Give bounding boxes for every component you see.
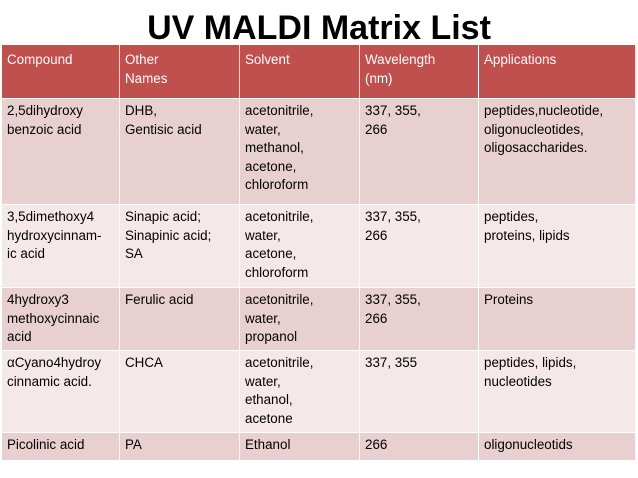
cell-wavelength: 337, 355, 266 <box>359 98 479 205</box>
cell-wavelength: 337, 355, 266 <box>359 204 479 288</box>
cell-compound: 2,5dihydroxy benzoic acid <box>1 98 120 205</box>
matrix-table: Compound Other Names Solvent Wavelength … <box>1 44 636 461</box>
cell-compound: Picolinic acid <box>1 432 120 461</box>
table-row: αCyano4hydroy cinnamic acid. CHCA aceton… <box>1 350 636 433</box>
cell-applications: Proteins <box>478 287 636 351</box>
cell-compound: 3,5dimethoxy4 hydroxycinnam- ic acid <box>1 204 120 288</box>
table-row: 4hydroxy3 methoxycinnaic acid Ferulic ac… <box>1 287 636 351</box>
cell-compound: αCyano4hydroy cinnamic acid. <box>1 350 120 433</box>
header-applications: Applications <box>478 44 636 99</box>
cell-applications: oligonucleotids <box>478 432 636 461</box>
cell-other-names: DHB, Gentisic acid <box>119 98 240 205</box>
cell-other-names: Sinapic acid; Sinapinic acid; SA <box>119 204 240 288</box>
cell-solvent: Ethanol <box>239 432 360 461</box>
cell-wavelength: 266 <box>359 432 479 461</box>
cell-applications: peptides, proteins, lipids <box>478 204 636 288</box>
cell-compound: 4hydroxy3 methoxycinnaic acid <box>1 287 120 351</box>
table-row: 3,5dimethoxy4 hydroxycinnam- ic acid Sin… <box>1 204 636 288</box>
cell-applications: peptides, lipids, nucleotides <box>478 350 636 433</box>
cell-other-names: CHCA <box>119 350 240 433</box>
header-wavelength: Wavelength (nm) <box>359 44 479 99</box>
table-header-row: Compound Other Names Solvent Wavelength … <box>1 44 636 99</box>
cell-wavelength: 337, 355 <box>359 350 479 433</box>
cell-other-names: PA <box>119 432 240 461</box>
cell-solvent: acetonitrile, water, propanol <box>239 287 360 351</box>
cell-other-names: Ferulic acid <box>119 287 240 351</box>
slide-title: UV MALDI Matrix List <box>147 9 491 47</box>
table-row: 2,5dihydroxy benzoic acid DHB, Gentisic … <box>1 98 636 205</box>
header-compound: Compound <box>1 44 120 99</box>
cell-solvent: acetonitrile, water, methanol, acetone, … <box>239 98 360 205</box>
cell-solvent: acetonitrile, water, ethanol, acetone <box>239 350 360 433</box>
cell-applications: peptides,nucleotide, oligonucleotides, o… <box>478 98 636 205</box>
cell-wavelength: 337, 355, 266 <box>359 287 479 351</box>
header-solvent: Solvent <box>239 44 360 99</box>
table-row: Picolinic acid PA Ethanol 266 oligonucle… <box>1 432 636 461</box>
cell-solvent: acetonitrile, water, acetone, chloroform <box>239 204 360 288</box>
header-other-names: Other Names <box>119 44 240 99</box>
